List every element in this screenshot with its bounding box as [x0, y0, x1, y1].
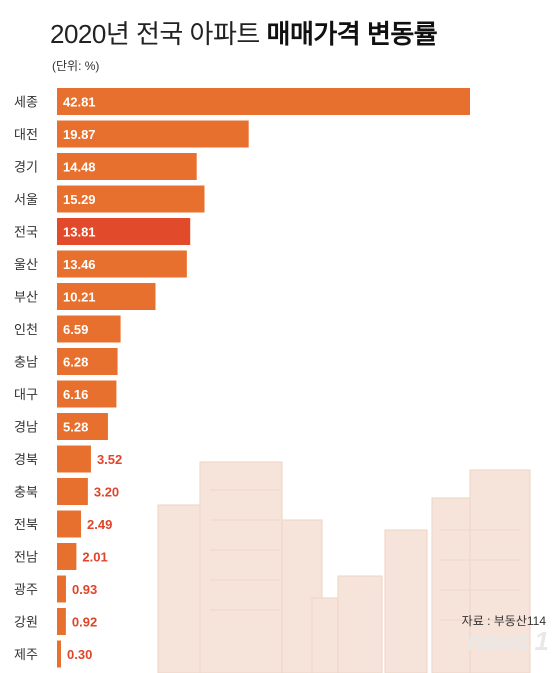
bar [57, 120, 249, 148]
value-label: 15.29 [63, 192, 96, 207]
value-label: 3.20 [94, 485, 119, 500]
bar [57, 250, 187, 278]
bar [57, 348, 118, 375]
category-label: 제주 [14, 648, 38, 663]
category-label: 충북 [14, 486, 38, 501]
bar [57, 510, 82, 538]
category-label: 세종 [14, 96, 38, 111]
value-label: 10.21 [63, 290, 96, 305]
source-label: 자료 : 부동산114 [461, 614, 546, 628]
category-label: 전남 [14, 551, 38, 566]
category-label: 광주 [14, 583, 38, 598]
bar [57, 283, 156, 310]
value-label: 42.81 [63, 95, 96, 110]
category-label: 서울 [14, 193, 38, 208]
bar [57, 445, 91, 473]
unit-label: (단위: %) [52, 59, 100, 73]
category-label: 대전 [14, 128, 38, 143]
category-label: 충남 [14, 356, 38, 371]
category-label: 경남 [14, 421, 38, 436]
value-label: 2.49 [87, 517, 112, 532]
category-label: 부산 [14, 291, 38, 306]
bar [57, 153, 197, 180]
category-label: 울산 [14, 258, 38, 273]
category-label: 경기 [14, 161, 38, 176]
value-label: 0.93 [72, 582, 97, 597]
news1-logo: news 1 [467, 626, 549, 656]
value-label: 13.46 [63, 257, 96, 272]
value-label: 6.16 [63, 387, 88, 402]
bar [57, 640, 61, 668]
value-label: 2.01 [82, 550, 107, 565]
value-label: 6.59 [63, 322, 88, 337]
category-label: 전북 [14, 518, 38, 533]
bar [57, 575, 66, 603]
category-label: 전국 [14, 226, 38, 241]
bar [57, 543, 77, 570]
bar [57, 380, 117, 408]
bar [57, 88, 470, 115]
value-label: 5.28 [63, 420, 88, 435]
bar [57, 315, 121, 343]
category-label: 인천 [14, 323, 38, 338]
category-label: 경북 [14, 453, 38, 468]
title-bold: 매매가격 변동률 [266, 19, 438, 49]
value-label: 0.92 [72, 615, 97, 630]
bar [57, 185, 205, 213]
value-label: 13.81 [63, 225, 96, 240]
value-label: 0.30 [67, 647, 92, 662]
bar [57, 413, 108, 440]
bar [57, 218, 191, 245]
bar [57, 478, 88, 505]
value-label: 14.48 [63, 160, 96, 175]
value-label: 19.87 [63, 127, 96, 142]
bar [57, 608, 66, 635]
category-label: 강원 [14, 616, 38, 631]
title-normal: 2020년 전국 아파트 [50, 19, 260, 49]
chart-title: 2020년 전국 아파트 매매가격 변동률 [50, 14, 438, 51]
category-label: 대구 [14, 388, 38, 403]
value-label: 3.52 [97, 452, 122, 467]
value-label: 6.28 [63, 355, 88, 370]
